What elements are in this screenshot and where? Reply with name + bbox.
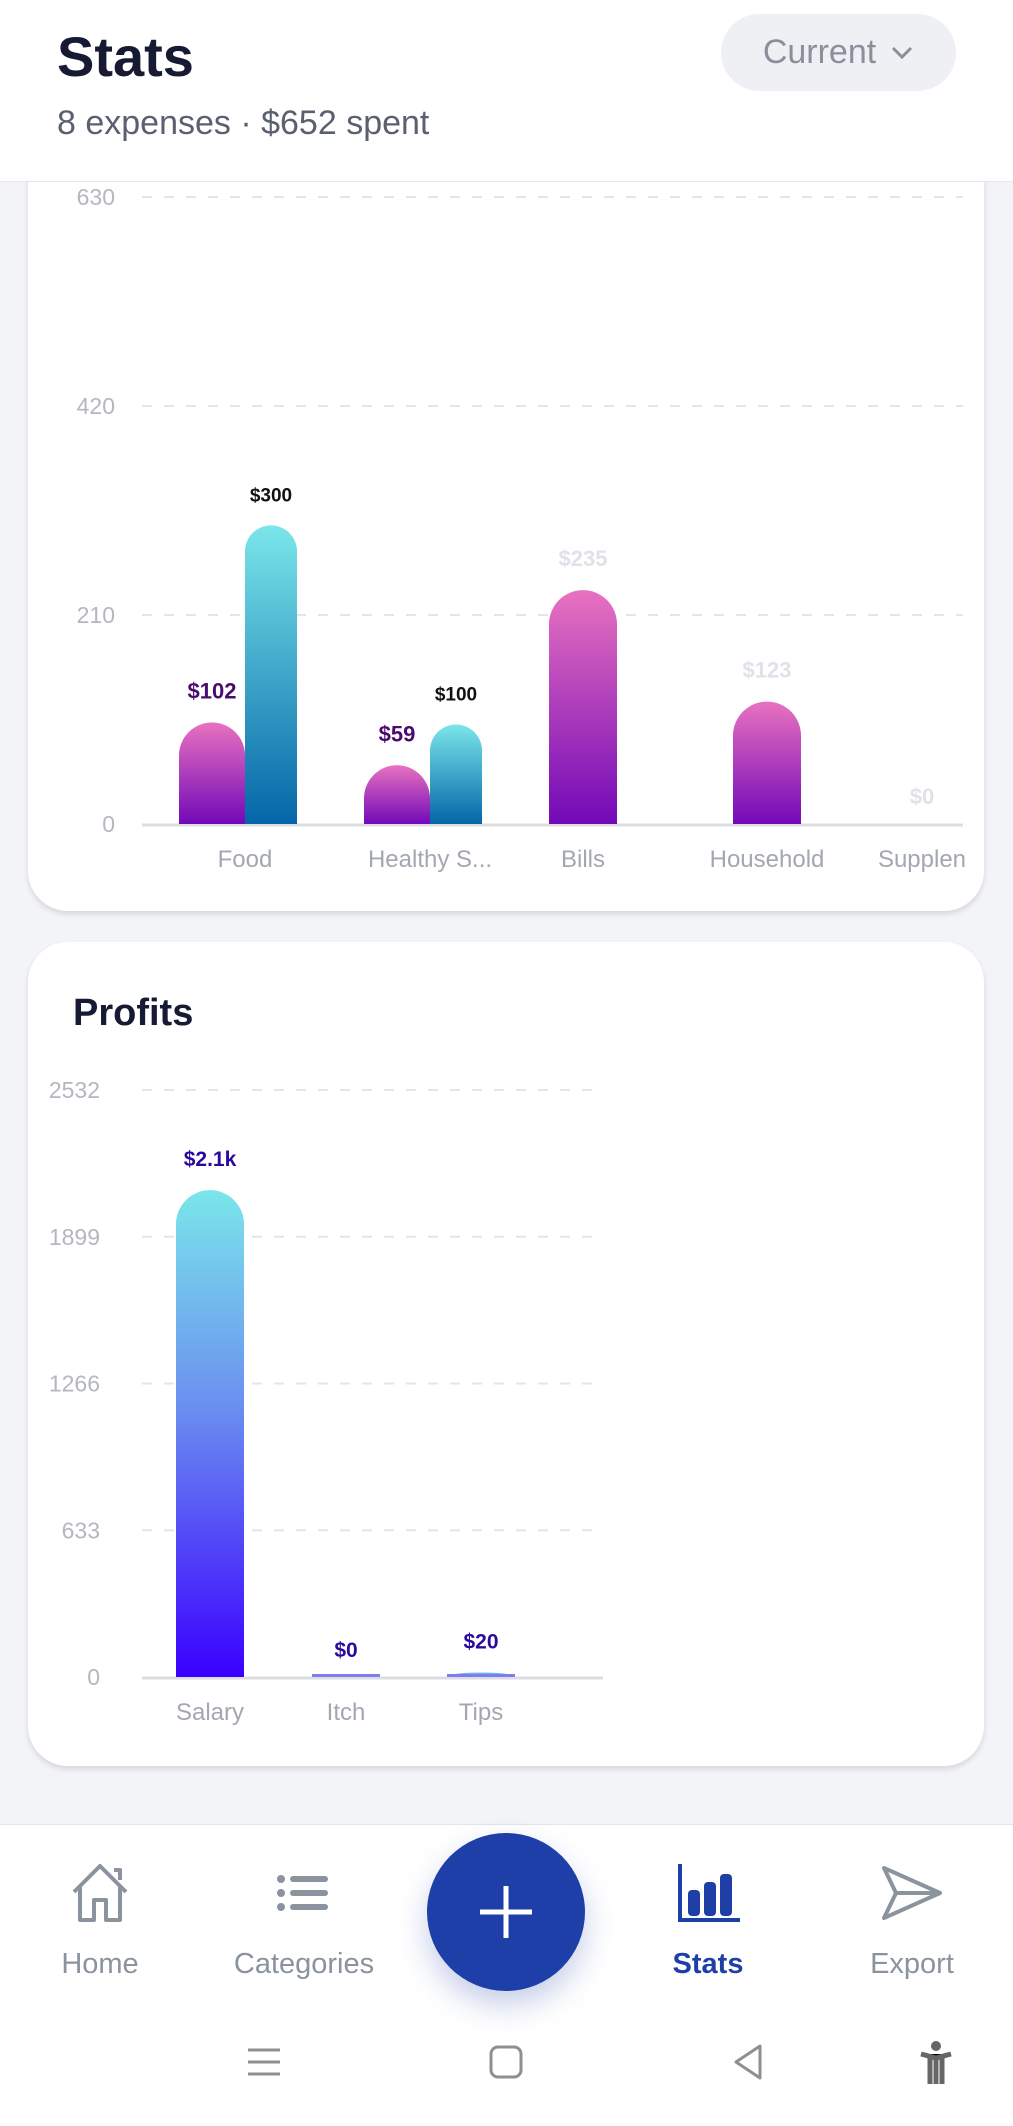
- y-tick-label: 420: [77, 393, 115, 419]
- y-tick-label: 633: [62, 1517, 100, 1543]
- data-label: $0: [334, 1639, 357, 1662]
- bar-budget: [430, 724, 482, 824]
- nav-categories-label: Categories: [233, 1948, 375, 1980]
- x-tick-label: Food: [218, 846, 273, 873]
- bar-profits: [176, 1190, 244, 1677]
- recent-apps-icon[interactable]: [246, 2044, 282, 2080]
- header: Stats 8 expenses · $652 spent Current: [0, 0, 1013, 182]
- x-tick-label: Itch: [327, 1699, 366, 1726]
- y-tick-label: 1266: [49, 1371, 100, 1397]
- nav-export[interactable]: Export: [832, 1862, 992, 1981]
- send-icon: [882, 1866, 942, 1920]
- nav-home[interactable]: Home: [20, 1862, 180, 1981]
- data-label: $20: [463, 1630, 498, 1653]
- bar-chart-icon: [678, 1864, 742, 1922]
- plus-icon: [480, 1886, 532, 1938]
- accessibility-icon[interactable]: [918, 2040, 954, 2086]
- bar-expenses: [364, 765, 430, 824]
- expense-summary: 8 expenses · $652 spent: [57, 104, 430, 142]
- period-dropdown[interactable]: Current: [721, 14, 956, 91]
- charts: 0 210 420 630 Food $102 $300 Healthy S... $59 $10…: [49, 184, 966, 1726]
- bar-profits-stub: [447, 1674, 515, 1677]
- y-tick-label: 630: [77, 184, 115, 210]
- data-label: $59: [379, 721, 416, 746]
- y-tick-label: 0: [87, 1664, 100, 1690]
- nav-stats[interactable]: Stats: [628, 1862, 788, 1981]
- data-label: $300: [250, 485, 292, 506]
- home-square-icon[interactable]: [488, 2044, 524, 2080]
- y-tick-label: 2532: [49, 1077, 100, 1103]
- data-label: $235: [559, 546, 608, 571]
- data-label: $123: [743, 658, 792, 683]
- y-tick-label: 1899: [49, 1224, 100, 1250]
- x-tick-label: Tips: [459, 1699, 503, 1726]
- bar-expenses: [733, 701, 801, 824]
- y-tick-label: 210: [77, 602, 115, 628]
- period-label: Current: [762, 33, 877, 71]
- profits-title: Profits: [73, 992, 194, 1034]
- nav-stats-label: Stats: [672, 1948, 744, 1980]
- nav-export-label: Export: [870, 1948, 954, 1980]
- nav-home-label: Home: [61, 1948, 139, 1980]
- home-icon: [72, 1864, 128, 1922]
- bar-budget: [245, 525, 297, 824]
- y-tick-label: 0: [102, 811, 115, 837]
- data-label: $102: [188, 678, 237, 703]
- bar-profits-stub: [312, 1674, 380, 1677]
- x-tick-label: Salary: [176, 1699, 244, 1726]
- bar-expenses: [179, 722, 245, 824]
- data-label: $100: [435, 684, 477, 705]
- page-title: Stats: [57, 25, 194, 88]
- bar-expenses: [549, 590, 617, 824]
- chevron-down-icon: [892, 46, 913, 59]
- nav-categories[interactable]: Categories: [224, 1862, 384, 1981]
- back-icon[interactable]: [730, 2044, 766, 2080]
- data-label: $0: [910, 784, 934, 809]
- data-label: $2.1k: [184, 1148, 237, 1171]
- x-tick-label: Household: [710, 846, 825, 873]
- x-tick-label: Healthy S...: [368, 846, 492, 873]
- add-expense-button[interactable]: [427, 1833, 585, 1991]
- x-tick-label: Supplen: [878, 846, 966, 873]
- list-icon: [277, 1875, 328, 1911]
- x-tick-label: Bills: [561, 846, 605, 873]
